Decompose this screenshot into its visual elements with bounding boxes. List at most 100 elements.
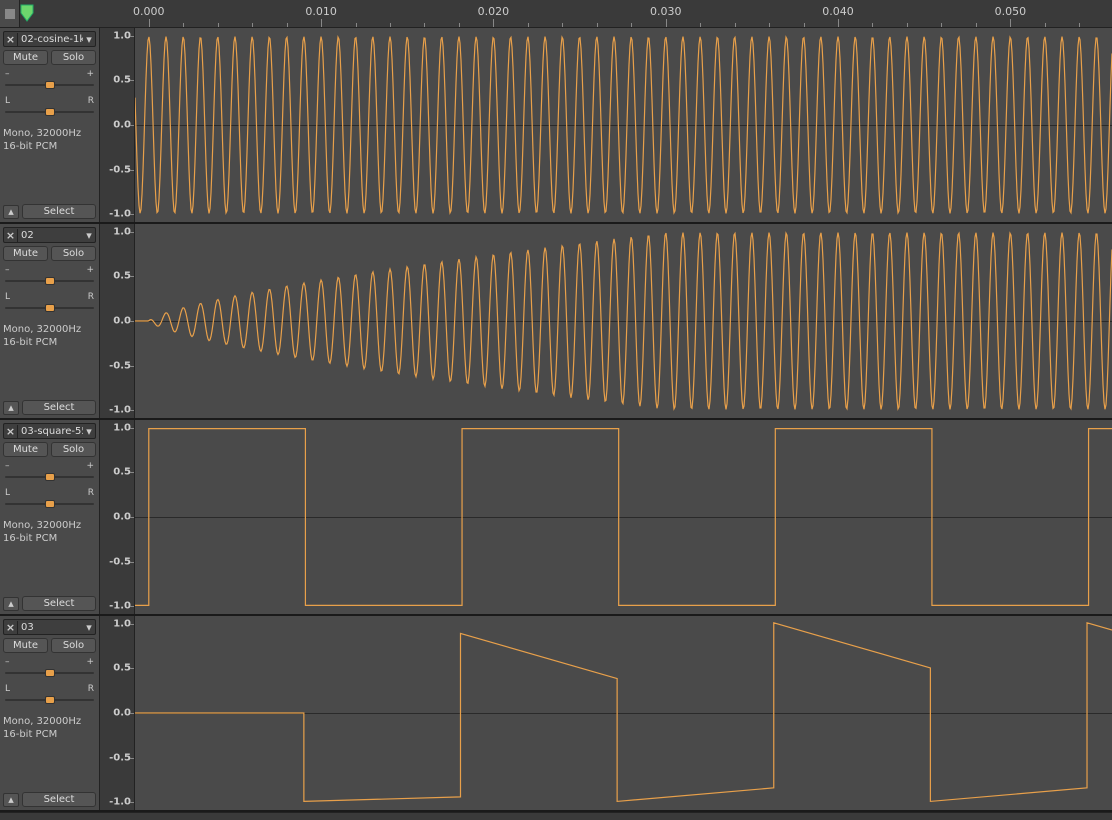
gain-slider[interactable] — [5, 276, 94, 286]
y-axis-label: 1.0 — [113, 226, 131, 237]
y-axis-label: 0.0 — [113, 512, 131, 523]
close-track-button[interactable]: × — [4, 621, 18, 634]
close-track-button[interactable]: × — [4, 229, 18, 242]
y-axis-label: 0.0 — [113, 120, 131, 131]
y-axis-label: -1.0 — [109, 601, 131, 612]
track-name[interactable]: 03-square-55 — [18, 426, 83, 437]
y-axis-label: 1.0 — [113, 618, 131, 629]
collapse-track-button[interactable]: ▴ — [3, 793, 19, 807]
y-axis-label: 0.5 — [113, 75, 131, 86]
track-header: × 02-cosine-1k ▾ — [3, 31, 96, 47]
y-axis-label: 0.0 — [113, 708, 131, 719]
audio-track: × 02 ▾ Mute Solo – + L R Mono, 32000Hz 1… — [0, 224, 1112, 420]
select-track-button[interactable]: Select — [22, 204, 96, 219]
gain-labels: – + — [3, 69, 96, 79]
pan-slider[interactable] — [5, 695, 94, 705]
waveform-path — [135, 37, 1112, 214]
audio-track: × 03 ▾ Mute Solo – + L R Mono, 32000Hz 1… — [0, 616, 1112, 812]
waveform-display[interactable] — [135, 420, 1112, 614]
waveform-display[interactable] — [135, 616, 1112, 810]
pan-left-label: L — [5, 488, 10, 498]
mute-button[interactable]: Mute — [3, 442, 48, 457]
pan-labels: L R — [3, 292, 96, 302]
y-axis-label: 1.0 — [113, 422, 131, 433]
solo-button[interactable]: Solo — [51, 50, 96, 65]
track-name[interactable]: 02 — [18, 230, 83, 241]
track-info-line: Mono, 32000Hz — [3, 127, 96, 140]
track-menu-dropdown[interactable]: ▾ — [83, 229, 95, 242]
ruler-pin-area[interactable] — [0, 0, 20, 27]
horizontal-scrollbar[interactable] — [0, 812, 1112, 820]
gain-slider[interactable] — [5, 668, 94, 678]
y-axis-label: -0.5 — [109, 752, 131, 763]
gain-plus-label: + — [86, 657, 94, 667]
pan-labels: L R — [3, 684, 96, 694]
pan-right-label: R — [88, 684, 94, 694]
ruler-label: 0.030 — [650, 5, 682, 18]
pan-right-label: R — [88, 96, 94, 106]
track-menu-dropdown[interactable]: ▾ — [83, 425, 95, 438]
pan-left-label: L — [5, 96, 10, 106]
close-track-button[interactable]: × — [4, 425, 18, 438]
gain-slider[interactable] — [5, 80, 94, 90]
y-axis-label: 1.0 — [113, 30, 131, 41]
ruler-label: 0.020 — [478, 5, 510, 18]
ruler-label: 0.000 — [133, 5, 165, 18]
pan-slider[interactable] — [5, 107, 94, 117]
track-info-line: Mono, 32000Hz — [3, 323, 96, 336]
mute-button[interactable]: Mute — [3, 638, 48, 653]
y-axis: 1.0 0.5 0.0 -0.5 -1.0 — [100, 28, 135, 222]
waveform-path — [135, 623, 1112, 802]
track-name[interactable]: 02-cosine-1k — [18, 34, 83, 45]
pan-right-label: R — [88, 292, 94, 302]
track-info-line: 16-bit PCM — [3, 140, 96, 153]
y-axis-label: -0.5 — [109, 360, 131, 371]
ruler-label: 0.010 — [305, 5, 337, 18]
gain-minus-label: – — [5, 461, 10, 471]
timeline-ruler[interactable]: 0.0000.0100.0200.0300.0400.050 — [0, 0, 1112, 28]
track-control-panel: × 02 ▾ Mute Solo – + L R Mono, 32000Hz 1… — [0, 224, 100, 418]
audio-track: × 03-square-55 ▾ Mute Solo – + L R Mono,… — [0, 420, 1112, 616]
y-axis-label: 0.0 — [113, 316, 131, 327]
track-info-line: Mono, 32000Hz — [3, 715, 96, 728]
track-menu-dropdown[interactable]: ▾ — [83, 621, 95, 634]
collapse-track-button[interactable]: ▴ — [3, 401, 19, 415]
collapse-track-button[interactable]: ▴ — [3, 597, 19, 611]
track-control-panel: × 03-square-55 ▾ Mute Solo – + L R Mono,… — [0, 420, 100, 614]
mute-button[interactable]: Mute — [3, 50, 48, 65]
select-track-button[interactable]: Select — [22, 400, 96, 415]
solo-button[interactable]: Solo — [51, 638, 96, 653]
y-axis-label: 0.5 — [113, 467, 131, 478]
pan-slider[interactable] — [5, 303, 94, 313]
track-format-info: Mono, 32000Hz 16-bit PCM — [3, 519, 96, 545]
gain-minus-label: – — [5, 265, 10, 275]
gain-minus-label: – — [5, 69, 10, 79]
track-info-line: 16-bit PCM — [3, 532, 96, 545]
solo-button[interactable]: Solo — [51, 442, 96, 457]
pin-icon — [5, 9, 15, 19]
playhead-icon[interactable] — [20, 4, 34, 25]
track-info-line: 16-bit PCM — [3, 728, 96, 741]
track-menu-dropdown[interactable]: ▾ — [83, 33, 95, 46]
track-info-line: 16-bit PCM — [3, 336, 96, 349]
gain-slider[interactable] — [5, 472, 94, 482]
mute-button[interactable]: Mute — [3, 246, 48, 261]
select-track-button[interactable]: Select — [22, 596, 96, 611]
y-axis-label: -0.5 — [109, 164, 131, 175]
pan-labels: L R — [3, 96, 96, 106]
solo-button[interactable]: Solo — [51, 246, 96, 261]
y-axis-label: 0.5 — [113, 663, 131, 674]
waveform-display[interactable] — [135, 28, 1112, 222]
waveform-display[interactable] — [135, 224, 1112, 418]
pan-slider[interactable] — [5, 499, 94, 509]
y-axis-label: -1.0 — [109, 209, 131, 220]
select-track-button[interactable]: Select — [22, 792, 96, 807]
collapse-track-button[interactable]: ▴ — [3, 205, 19, 219]
close-track-button[interactable]: × — [4, 33, 18, 46]
y-axis: 1.00.50.0-0.5-1.0 — [100, 420, 135, 614]
gain-minus-label: – — [5, 657, 10, 667]
waveform-path — [135, 429, 1112, 606]
gain-labels: – + — [3, 657, 96, 667]
ruler-scale: 0.0000.0100.0200.0300.0400.050 — [135, 0, 1112, 27]
track-name[interactable]: 03 — [18, 622, 83, 633]
